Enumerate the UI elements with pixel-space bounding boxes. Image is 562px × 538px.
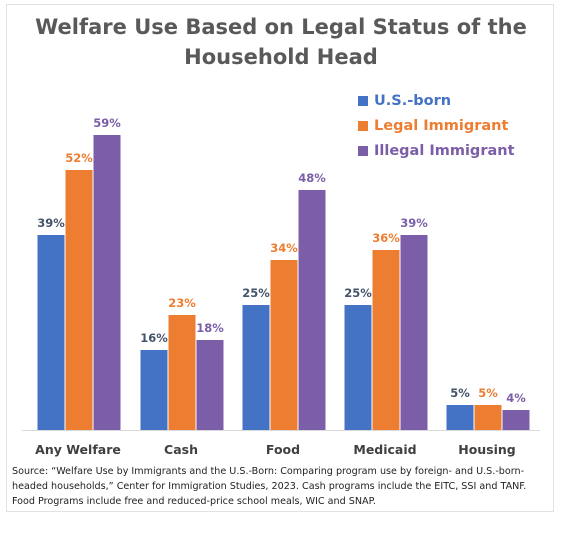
data-label-us-born-4: 5%	[450, 386, 470, 400]
category-label-4: Housing	[458, 442, 516, 457]
bar-illegal-immigrant-4	[502, 410, 530, 430]
bar-illegal-immigrant-2	[298, 190, 326, 430]
legend-swatch-us-born	[358, 95, 368, 106]
data-label-us-born-3: 25%	[344, 286, 372, 300]
data-label-legal-immigrant-2: 34%	[270, 241, 298, 255]
bar-illegal-immigrant-1	[196, 340, 224, 430]
data-label-illegal-immigrant-3: 39%	[400, 216, 428, 230]
data-label-illegal-immigrant-4: 4%	[506, 391, 526, 405]
bar-us-born-3	[344, 305, 372, 430]
chart-legend: U.S.-born Legal Immigrant Illegal Immigr…	[358, 88, 515, 163]
category-label-2: Food	[266, 442, 300, 457]
legend-swatch-illegal-immigrant	[358, 145, 368, 156]
bar-legal-immigrant-2	[270, 260, 298, 430]
data-label-legal-immigrant-1: 23%	[168, 296, 196, 310]
chart-title: Welfare Use Based on Legal Status of the…	[0, 12, 562, 72]
bar-legal-immigrant-1	[168, 315, 196, 430]
legend-label-us-born: U.S.-born	[374, 92, 452, 109]
chart-title-line-2: Household Head	[184, 45, 378, 69]
chart-title-line-1: Welfare Use Based on Legal Status of the	[35, 15, 527, 39]
legend-item-us-born: U.S.-born	[358, 88, 515, 113]
data-label-us-born-0: 39%	[37, 216, 65, 230]
bar-legal-immigrant-4	[474, 405, 502, 430]
legend-item-illegal-immigrant: Illegal Immigrant	[358, 138, 515, 163]
legend-item-legal-immigrant: Legal Immigrant	[358, 113, 515, 138]
source-note: Source: “Welfare Use by Immigrants and t…	[12, 466, 527, 507]
data-label-illegal-immigrant-1: 18%	[196, 321, 224, 335]
bar-us-born-2	[242, 305, 270, 430]
bar-illegal-immigrant-0	[93, 135, 121, 430]
data-label-illegal-immigrant-0: 59%	[93, 116, 121, 130]
bar-us-born-4	[446, 405, 474, 430]
data-label-us-born-2: 25%	[242, 286, 270, 300]
bar-legal-immigrant-3	[372, 250, 400, 430]
bar-us-born-0	[37, 235, 65, 430]
legend-swatch-legal-immigrant	[358, 120, 368, 131]
data-label-legal-immigrant-0: 52%	[65, 151, 93, 165]
data-label-legal-immigrant-4: 5%	[478, 386, 498, 400]
data-label-legal-immigrant-3: 36%	[372, 231, 400, 245]
category-label-3: Medicaid	[353, 442, 416, 457]
legend-label-legal-immigrant: Legal Immigrant	[374, 117, 509, 134]
bar-us-born-1	[140, 350, 168, 430]
category-label-0: Any Welfare	[35, 442, 121, 457]
category-label-1: Cash	[164, 442, 198, 457]
data-label-illegal-immigrant-2: 48%	[298, 171, 326, 185]
bar-illegal-immigrant-3	[400, 235, 428, 430]
bar-legal-immigrant-0	[65, 170, 93, 430]
legend-label-illegal-immigrant: Illegal Immigrant	[374, 142, 515, 159]
data-label-us-born-1: 16%	[140, 331, 168, 345]
